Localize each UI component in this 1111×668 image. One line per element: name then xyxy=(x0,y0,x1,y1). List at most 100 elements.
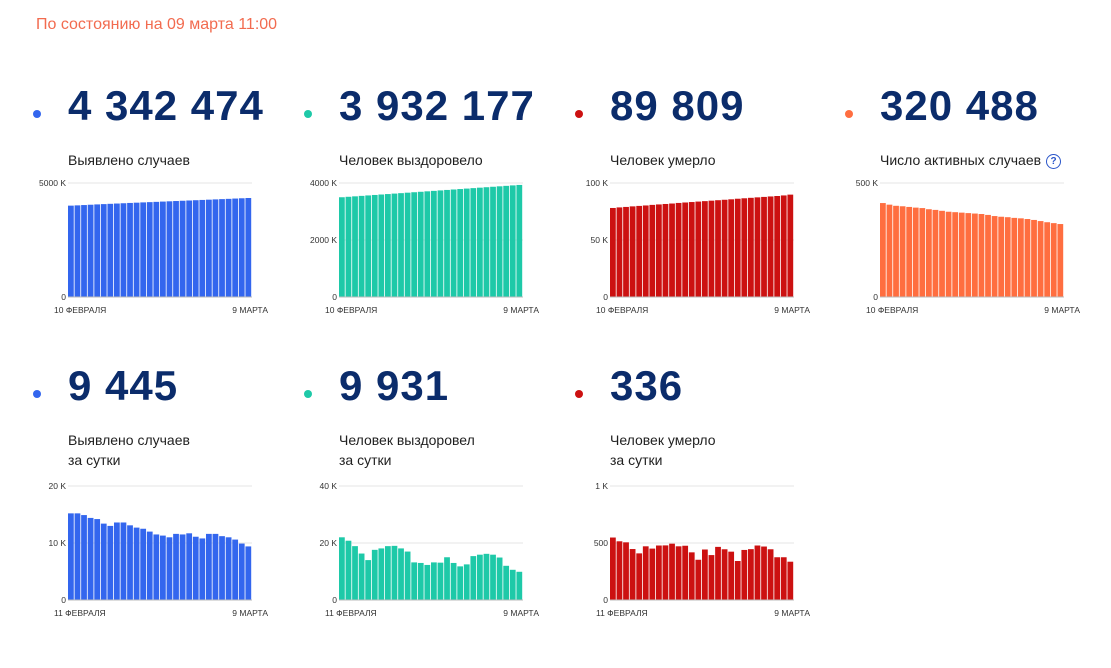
bar[interactable] xyxy=(893,205,899,297)
bar[interactable] xyxy=(398,193,404,297)
bar[interactable] xyxy=(998,216,1005,297)
bar[interactable] xyxy=(192,536,199,600)
bar[interactable] xyxy=(649,548,656,600)
bar[interactable] xyxy=(133,527,140,600)
bar[interactable] xyxy=(378,194,385,297)
bar[interactable] xyxy=(206,199,212,297)
bar[interactable] xyxy=(463,564,470,601)
bar[interactable] xyxy=(509,569,516,600)
bar[interactable] xyxy=(457,566,464,600)
bar[interactable] xyxy=(767,196,774,297)
bar[interactable] xyxy=(932,209,939,297)
bar[interactable] xyxy=(708,200,715,297)
bar[interactable] xyxy=(721,549,728,600)
bar[interactable] xyxy=(74,513,81,600)
bar[interactable] xyxy=(431,190,437,297)
bar[interactable] xyxy=(748,549,754,600)
bar[interactable] xyxy=(490,186,496,297)
bar[interactable] xyxy=(1024,219,1031,297)
bar[interactable] xyxy=(754,197,761,297)
bar[interactable] xyxy=(516,571,523,600)
bar[interactable] xyxy=(754,545,761,600)
bar[interactable] xyxy=(496,557,503,600)
bar[interactable] xyxy=(1031,219,1037,297)
bar[interactable] xyxy=(365,195,372,297)
bar[interactable] xyxy=(133,202,140,297)
bar[interactable] xyxy=(470,556,477,600)
bar[interactable] xyxy=(245,198,252,297)
bar[interactable] xyxy=(682,202,689,297)
bar[interactable] xyxy=(450,562,457,600)
bar[interactable] xyxy=(352,196,358,297)
bar[interactable] xyxy=(912,207,919,297)
bar[interactable] xyxy=(734,561,741,600)
bar[interactable] xyxy=(780,557,787,600)
bar[interactable] xyxy=(173,201,179,297)
bar[interactable] xyxy=(225,537,232,600)
bar[interactable] xyxy=(358,195,365,297)
bar[interactable] xyxy=(127,525,133,600)
bar[interactable] xyxy=(437,190,444,297)
bar[interactable] xyxy=(610,207,616,297)
bar[interactable] xyxy=(444,189,450,297)
bar[interactable] xyxy=(411,562,418,600)
bar[interactable] xyxy=(391,193,398,297)
bar[interactable] xyxy=(1011,217,1018,297)
bar[interactable] xyxy=(107,203,114,297)
bar[interactable] xyxy=(636,553,643,600)
bar[interactable] xyxy=(695,201,702,297)
bar[interactable] xyxy=(477,554,483,600)
bar[interactable] xyxy=(81,515,87,600)
bar[interactable] xyxy=(899,206,906,297)
bar[interactable] xyxy=(192,200,199,297)
bar[interactable] xyxy=(675,546,682,600)
bar[interactable] xyxy=(345,196,352,297)
bar[interactable] xyxy=(1018,218,1024,297)
bar[interactable] xyxy=(87,517,94,600)
bar[interactable] xyxy=(972,213,978,297)
bar[interactable] xyxy=(94,204,101,297)
bar[interactable] xyxy=(238,543,245,600)
bar[interactable] xyxy=(774,196,781,297)
bar[interactable] xyxy=(503,185,510,297)
bar[interactable] xyxy=(424,191,431,297)
bar[interactable] xyxy=(225,198,232,297)
bar[interactable] xyxy=(985,214,991,297)
bar[interactable] xyxy=(199,199,206,297)
bar[interactable] xyxy=(345,540,352,600)
bar[interactable] xyxy=(483,553,490,600)
bar[interactable] xyxy=(212,533,219,600)
bar[interactable] xyxy=(398,548,404,600)
bar[interactable] xyxy=(636,205,643,297)
bar[interactable] xyxy=(385,546,391,600)
bar[interactable] xyxy=(623,206,629,297)
bar[interactable] xyxy=(616,541,623,600)
bar[interactable] xyxy=(81,205,87,297)
bar[interactable] xyxy=(662,203,669,297)
bar[interactable] xyxy=(68,205,74,297)
bar[interactable] xyxy=(767,549,774,600)
bar[interactable] xyxy=(358,553,365,600)
bar[interactable] xyxy=(669,203,675,297)
bar[interactable] xyxy=(391,545,398,600)
bar[interactable] xyxy=(94,519,101,600)
bar[interactable] xyxy=(352,546,358,600)
bar[interactable] xyxy=(206,533,212,600)
bar[interactable] xyxy=(385,194,391,297)
bar[interactable] xyxy=(411,192,418,297)
bar[interactable] xyxy=(656,545,662,600)
bar[interactable] xyxy=(886,204,893,297)
bar[interactable] xyxy=(100,204,107,297)
bar[interactable] xyxy=(160,535,166,600)
bar[interactable] xyxy=(496,186,503,297)
bar[interactable] xyxy=(939,210,945,297)
bar[interactable] xyxy=(695,559,702,600)
bar[interactable] xyxy=(688,552,695,600)
bar[interactable] xyxy=(490,554,496,600)
bar[interactable] xyxy=(74,205,81,297)
bar[interactable] xyxy=(232,198,239,297)
bar[interactable] xyxy=(199,538,206,600)
bar[interactable] xyxy=(503,565,510,600)
bar[interactable] xyxy=(153,534,160,600)
bar[interactable] xyxy=(114,522,120,600)
